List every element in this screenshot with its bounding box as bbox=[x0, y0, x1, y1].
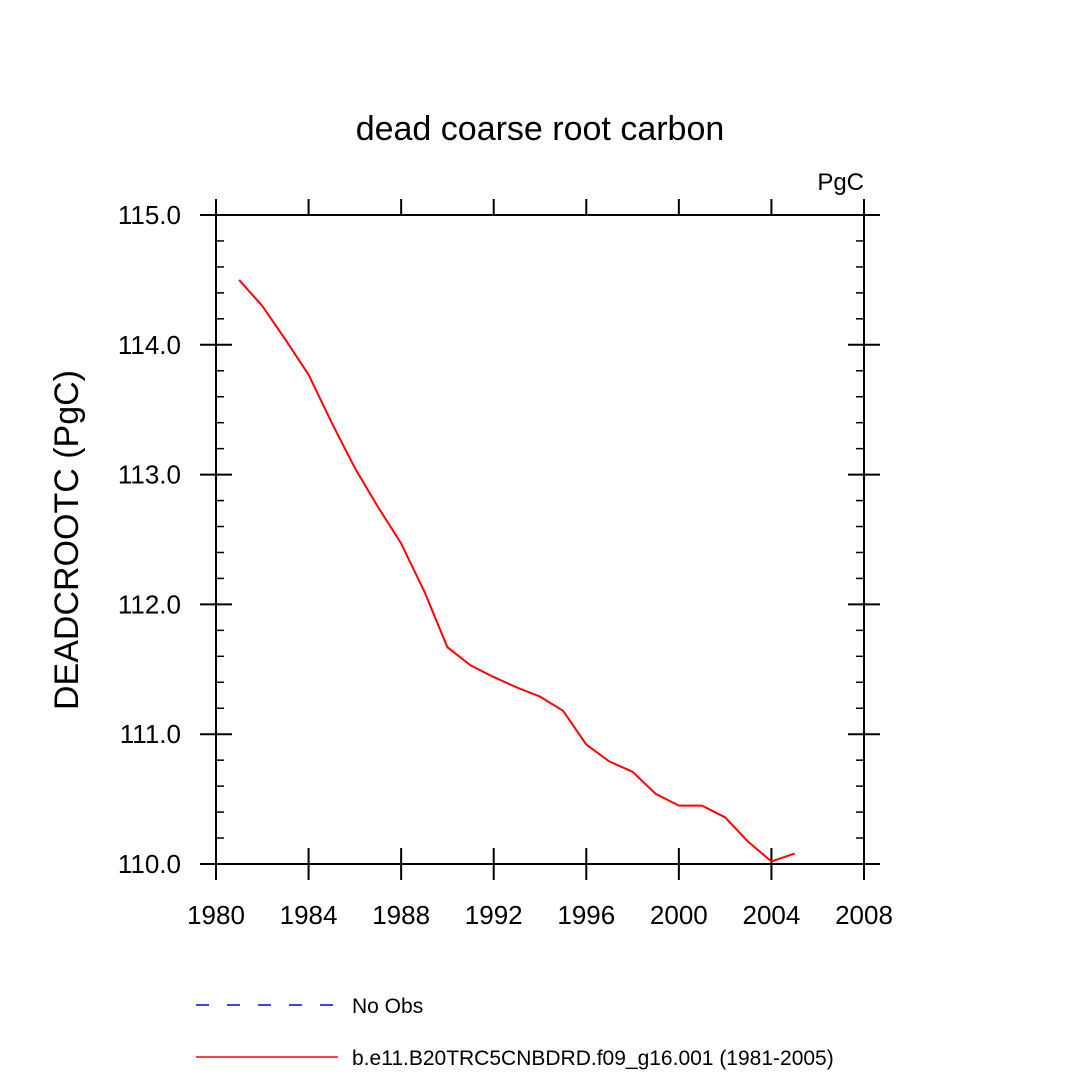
y-tick-label: 110.0 bbox=[118, 849, 181, 879]
x-tick-label: 1988 bbox=[372, 900, 430, 930]
y-tick-labels: 110.0 111.0 112.0 113.0 114.0 115.0 bbox=[118, 200, 181, 879]
y-tick-label: 114.0 bbox=[118, 330, 181, 360]
x-tick-label: 2008 bbox=[835, 900, 893, 930]
y-tick-label: 115.0 bbox=[118, 200, 181, 230]
x-tick-label: 1984 bbox=[280, 900, 338, 930]
y-tick-label: 111.0 bbox=[120, 719, 181, 749]
x-tick-label: 1996 bbox=[557, 900, 615, 930]
y-axis-label: DEADCROOTC (PgC) bbox=[48, 370, 86, 710]
legend-label: No Obs bbox=[352, 995, 423, 1018]
series-layer bbox=[238, 279, 795, 863]
series-line bbox=[238, 279, 795, 863]
axis-ticks bbox=[200, 199, 880, 880]
x-tick-label: 1980 bbox=[187, 900, 245, 930]
legend: No Obs b.e11.B20TRC5CNBDRD.f09_g16.001 (1… bbox=[196, 995, 834, 1070]
y-tick-label: 113.0 bbox=[118, 460, 181, 490]
x-tick-label: 2000 bbox=[650, 900, 708, 930]
x-tick-label: 2004 bbox=[743, 900, 801, 930]
x-tick-labels: 1980 1984 1988 1992 1996 2000 2004 2008 bbox=[187, 900, 893, 930]
y-tick-label: 112.0 bbox=[118, 589, 181, 619]
legend-label: b.e11.B20TRC5CNBDRD.f09_g16.001 (1981-20… bbox=[352, 1047, 834, 1070]
chart-title: dead coarse root carbon bbox=[356, 110, 725, 148]
x-tick-label: 1992 bbox=[465, 900, 523, 930]
units-label: PgC bbox=[817, 169, 864, 196]
plot-area-frame bbox=[215, 214, 865, 865]
